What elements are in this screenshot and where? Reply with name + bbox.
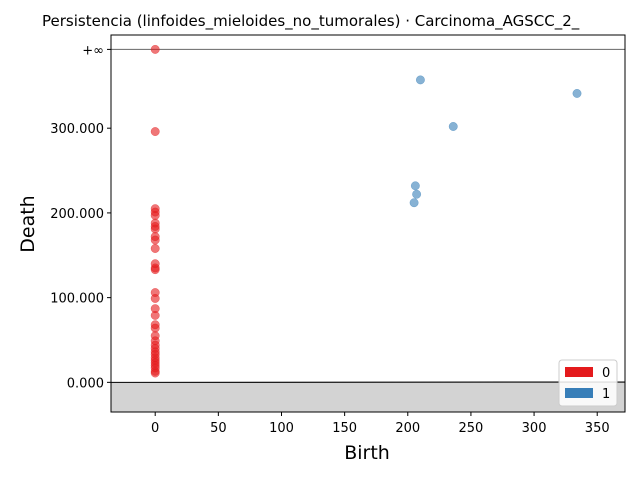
x-tick-label: 0 [151, 421, 159, 436]
legend-swatch-1 [565, 388, 593, 398]
legend-label-1: 1 [602, 387, 610, 402]
x-tick-label: 350 [585, 421, 610, 436]
y-tick-label: 100.000 [50, 292, 104, 307]
x-tick-label: 100 [269, 421, 294, 436]
plot-frame [110, 34, 626, 413]
point-series-0 [150, 127, 160, 137]
y-tick-label: 0.000 [67, 376, 104, 391]
x-tick-label: 50 [210, 421, 227, 436]
x-tick-label: 300 [522, 421, 547, 436]
point-series-1 [448, 122, 458, 131]
point-series-0 [150, 368, 160, 378]
legend-label-0: 0 [602, 366, 610, 381]
x-tick-label: 250 [459, 421, 484, 436]
point-series-0 [150, 294, 160, 303]
point-series-1 [409, 198, 419, 208]
point-series-0 [150, 310, 160, 320]
point-series-1 [572, 89, 582, 98]
below-diagonal-region [111, 382, 625, 412]
y-tick-label-infinity: +∞ [82, 43, 104, 58]
point-series-0 [150, 244, 160, 253]
point-series-1 [410, 181, 420, 191]
point-series-0 [150, 235, 160, 245]
point-series-1 [415, 75, 425, 85]
plot-area: 0 50 100 150 200 250 300 350 0.000 100.000 200.000… [50, 34, 626, 436]
chart-title: Persistencia (linfoides_mieloides_no_tum… [42, 12, 580, 31]
point-series-0 [150, 323, 160, 333]
x-tick-label: 150 [332, 421, 357, 436]
point-series-1 [412, 189, 422, 199]
x-tick-label: 200 [395, 421, 420, 436]
point-series-0 [150, 224, 160, 234]
x-axis-title: Birth [344, 442, 390, 464]
point-series-0 [150, 211, 160, 220]
y-tick-label: 200.000 [50, 207, 104, 222]
y-tick-label: 300.000 [50, 122, 104, 137]
point-series-0 [150, 44, 160, 54]
legend-swatch-0 [565, 367, 593, 377]
point-series-0 [150, 265, 160, 275]
y-axis-title: Death [17, 195, 39, 252]
